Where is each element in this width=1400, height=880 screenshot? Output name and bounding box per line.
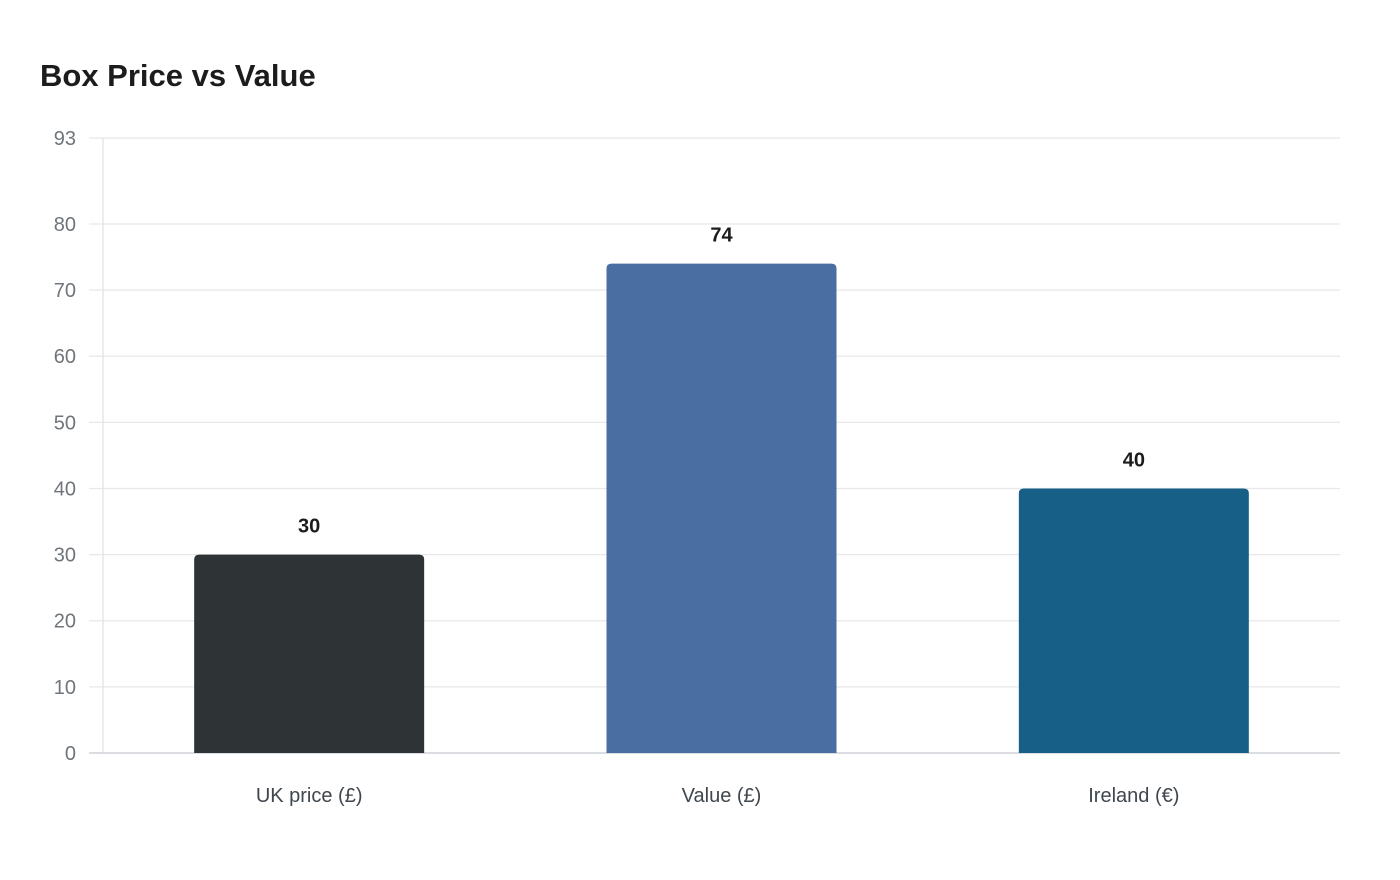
y-tick-label: 60 [54, 346, 76, 368]
bars [194, 263, 1249, 753]
y-tick-label: 20 [54, 611, 76, 633]
y-tick-label: 80 [54, 214, 76, 236]
chart-title: Box Price vs Value [40, 58, 316, 93]
x-tick-label: Ireland (€) [1088, 785, 1179, 807]
bar-3 [1018, 488, 1249, 753]
data-label: 40 [1123, 449, 1145, 471]
data-label: 74 [710, 225, 733, 247]
y-tick-label: 0 [65, 743, 76, 765]
x-tick-label: Value (£) [682, 785, 762, 807]
bar-1 [194, 554, 425, 753]
x-tick-label: UK price (£) [256, 785, 363, 807]
data-label: 30 [298, 516, 320, 538]
labels: 0 10 20 30 40 50 60 70 80 93 30 UK price (£) 74 Value… [54, 128, 1180, 807]
y-tick-label: 10 [54, 677, 76, 699]
y-tick-label: 40 [54, 478, 76, 500]
y-tick-label: 93 [54, 128, 76, 150]
bar-2 [606, 263, 837, 753]
y-tick-label: 50 [54, 412, 76, 434]
y-tick-label: 30 [54, 545, 76, 567]
y-tick-label: 70 [54, 280, 76, 302]
